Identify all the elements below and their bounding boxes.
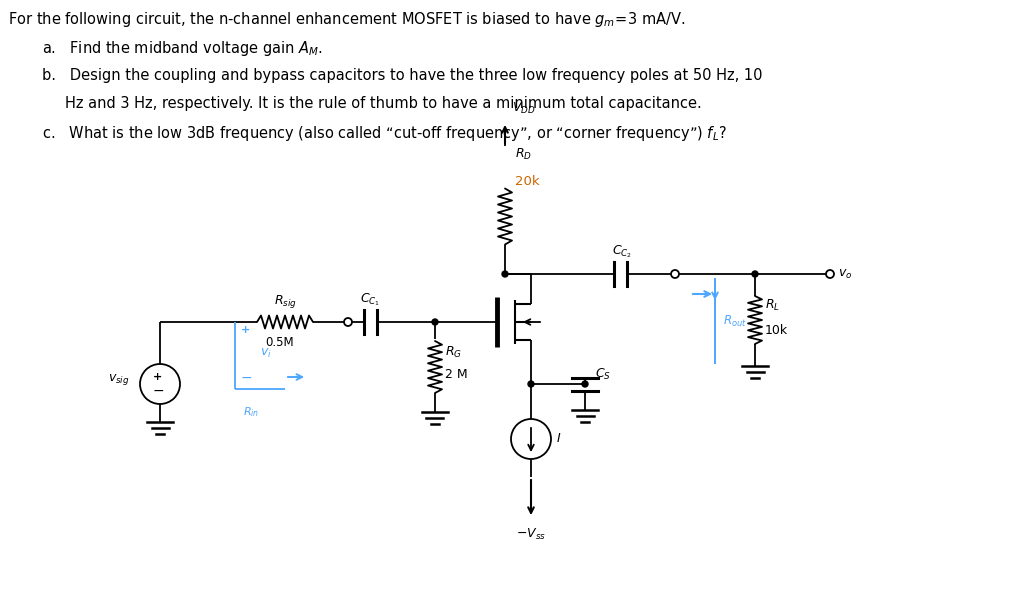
Text: $v_i$: $v_i$: [260, 347, 271, 360]
Text: −: −: [241, 371, 253, 385]
Text: $C_{C_2}$: $C_{C_2}$: [612, 244, 632, 260]
Text: $R_G$: $R_G$: [445, 345, 462, 359]
Text: 20k: 20k: [515, 175, 540, 188]
Text: Hz and 3 Hz, respectively. It is the rule of thumb to have a minimum total capac: Hz and 3 Hz, respectively. It is the rul…: [65, 96, 701, 111]
Text: 10k: 10k: [765, 324, 788, 336]
Text: $R_L$: $R_L$: [765, 298, 780, 312]
Text: $C_{C_1}$: $C_{C_1}$: [359, 292, 380, 308]
Text: 0.5M: 0.5M: [265, 336, 294, 349]
Text: For the following circuit, the n-channel enhancement MOSFET is biased to have $g: For the following circuit, the n-channel…: [8, 10, 686, 29]
Circle shape: [528, 381, 534, 387]
Circle shape: [502, 271, 508, 277]
Text: $v_o$: $v_o$: [838, 267, 852, 280]
Text: $C_S$: $C_S$: [595, 366, 611, 381]
Text: $V_{DD}$: $V_{DD}$: [512, 101, 536, 116]
Text: $R_D$: $R_D$: [515, 147, 532, 162]
Text: b.   Design the coupling and bypass capacitors to have the three low frequency p: b. Design the coupling and bypass capaci…: [42, 68, 763, 83]
Text: c.   What is the low 3dB frequency (also called “cut-off frequency”, or “corner : c. What is the low 3dB frequency (also c…: [42, 124, 727, 143]
Text: 2 M: 2 M: [445, 368, 468, 381]
Text: +: +: [241, 325, 250, 335]
Text: a.   Find the midband voltage gain $A_M$.: a. Find the midband voltage gain $A_M$.: [42, 39, 323, 58]
Circle shape: [752, 271, 758, 277]
Text: +: +: [154, 372, 163, 382]
Circle shape: [432, 319, 438, 325]
Text: $R_{out}$: $R_{out}$: [723, 314, 746, 328]
Text: $R_{sig}$: $R_{sig}$: [273, 293, 296, 310]
Text: $v_{sig}$: $v_{sig}$: [109, 371, 130, 387]
Text: $R_{in}$: $R_{in}$: [243, 405, 259, 419]
Text: $-V_{ss}$: $-V_{ss}$: [516, 527, 546, 542]
Circle shape: [582, 381, 588, 387]
Text: −: −: [153, 384, 164, 398]
Text: $I$: $I$: [556, 432, 561, 446]
